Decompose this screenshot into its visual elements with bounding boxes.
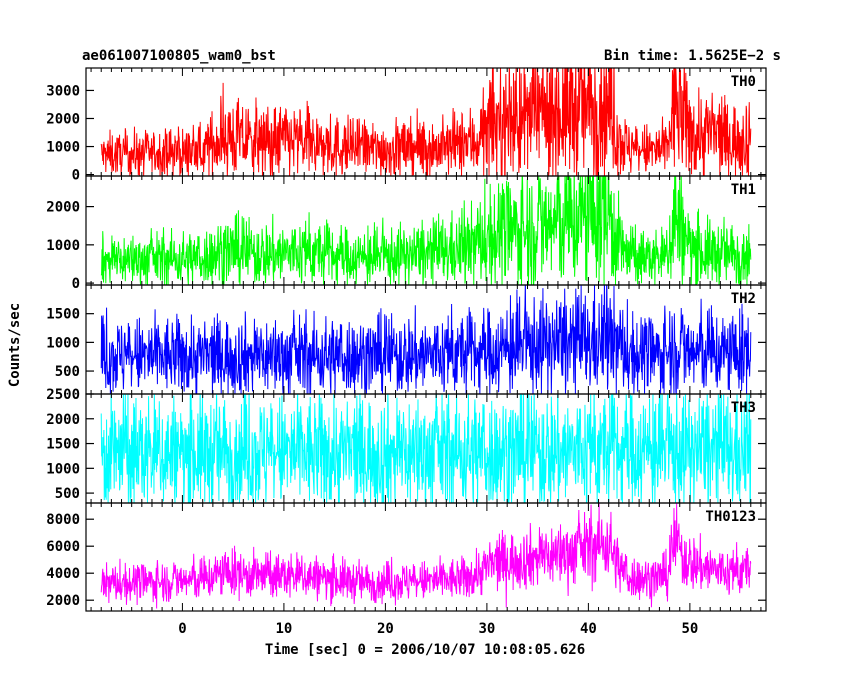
- x-axis-ticks: 0 10 20 30 40 50: [178, 621, 698, 637]
- chart-title-right: Bin time: 1.5625E−2 s: [604, 48, 781, 64]
- series-line-th1: [100, 176, 752, 285]
- y-tick-label: 1500: [46, 437, 80, 453]
- panel-label: TH2: [731, 291, 756, 307]
- y-tick-label: 1000: [46, 335, 80, 351]
- y-tick-label: 500: [55, 364, 80, 380]
- y-tick-label: 1000: [46, 461, 80, 477]
- series-line-th0: [100, 68, 752, 176]
- panels: TH0 0 1000 2000 3000 TH1 0 1000 2000 TH2 500 1000 15…: [46, 67, 767, 612]
- series-line-th2: [100, 285, 752, 394]
- series-line-th3: [100, 394, 752, 503]
- y-tick-label: 3000: [46, 83, 80, 99]
- panel-label: TH0123: [705, 509, 756, 525]
- x-tick-label: 40: [580, 621, 597, 637]
- x-axis-label: Time [sec] 0 = 2006/10/07 10:08:05.626: [265, 642, 585, 658]
- panel-th0123: TH0123 2000 4000 6000 8000: [46, 502, 767, 612]
- y-tick-label: 0: [72, 276, 80, 292]
- panel-th3: TH3 500 1000 1500 2000 2500: [46, 387, 767, 504]
- y-tick-label: 1000: [46, 140, 80, 156]
- panel-th0: TH0 0 1000 2000 3000: [46, 67, 767, 184]
- y-axis-label: Counts/sec: [7, 303, 23, 387]
- y-tick-label: 2000: [46, 593, 80, 609]
- x-tick-label: 50: [681, 621, 698, 637]
- y-tick-label: 6000: [46, 539, 80, 555]
- panel-label: TH0: [731, 74, 756, 90]
- y-tick-label: 2000: [46, 412, 80, 428]
- series-line-th0123: [100, 503, 752, 609]
- y-tick-label: 1500: [46, 307, 80, 323]
- x-tick-label: 0: [178, 621, 186, 637]
- x-tick-label: 10: [275, 621, 292, 637]
- panel-label: TH3: [731, 400, 756, 416]
- y-tick-label: 0: [72, 168, 80, 184]
- y-tick-label: 2500: [46, 387, 80, 403]
- panel-th1: TH1 0 1000 2000: [46, 175, 767, 292]
- y-tick-label: 8000: [46, 512, 80, 528]
- x-tick-label: 20: [377, 621, 394, 637]
- y-tick-label: 1000: [46, 238, 80, 254]
- y-tick-label: 4000: [46, 566, 80, 582]
- y-tick-label: 500: [55, 486, 80, 502]
- panel-th2: TH2 500 1000 1500: [46, 284, 767, 395]
- y-tick-label: 2000: [46, 200, 80, 216]
- chart-title-left: ae061007100805_wam0_bst: [82, 48, 276, 64]
- y-tick-label: 2000: [46, 111, 80, 127]
- panel-label: TH1: [731, 182, 756, 198]
- x-tick-label: 30: [478, 621, 495, 637]
